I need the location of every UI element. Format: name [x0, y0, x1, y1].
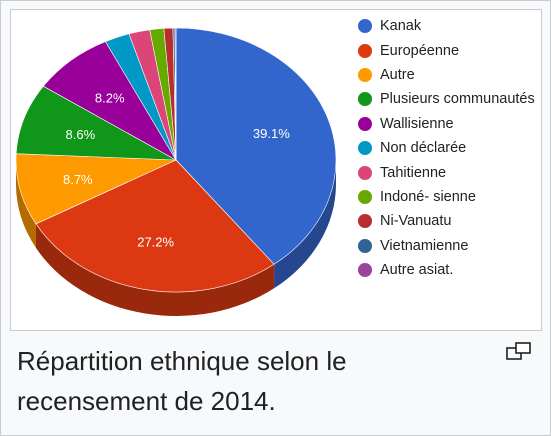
- pie-chart: 39.1% 27.2% 8.7% 8.6% 8.2%: [15, 27, 337, 316]
- legend-swatch: [358, 19, 372, 34]
- chart-frame: 39.1% 27.2% 8.7% 8.6% 8.2% Kanak Européenne Au…: [10, 9, 542, 331]
- figure-caption: Répartition ethnique selon le recensemen…: [17, 346, 347, 416]
- legend-item: Indoné- sienne: [358, 185, 535, 209]
- legend-label: Vietnamienne: [380, 237, 469, 254]
- pie-slice-autre[interactable]: [15, 153, 177, 225]
- legend-item: Européenne: [358, 38, 535, 62]
- legend-swatch: [358, 238, 372, 253]
- legend-item: Autre asiat.: [358, 258, 535, 282]
- legend-item: Vietnamienne: [358, 234, 535, 258]
- legend-swatch: [358, 116, 372, 131]
- legend-item: Wallisienne: [358, 112, 535, 136]
- legend-label: Indoné- sienne: [380, 188, 476, 205]
- legend-item: Kanak: [358, 14, 535, 38]
- enlarge-icon[interactable]: [506, 341, 532, 361]
- data-label-autre: 8.7%: [63, 172, 93, 187]
- pie-side-autre: [16, 160, 36, 248]
- legend-item: Plusieurs communautés: [358, 87, 535, 111]
- legend-label: Tahitienne: [380, 164, 447, 181]
- data-label-wallisienne: 8.2%: [95, 90, 125, 105]
- legend-swatch: [358, 67, 372, 82]
- legend-item: Non déclarée: [358, 136, 535, 160]
- legend-label: Plusieurs communautés: [380, 91, 535, 108]
- legend-swatch: [358, 214, 372, 229]
- pie-slice-europ-enne[interactable]: [35, 159, 275, 293]
- legend-swatch: [358, 189, 372, 204]
- legend-label: Non déclarée: [380, 140, 467, 157]
- legend-swatch: [358, 263, 372, 278]
- data-label-europ-enne: 27.2%: [137, 234, 174, 249]
- chart-legend: Kanak Européenne Autre Plusieurs communauté…: [358, 14, 535, 282]
- legend-label: Wallisienne: [380, 115, 454, 132]
- legend-item: Autre: [358, 63, 535, 87]
- pie-side-europ-enne: [35, 223, 275, 316]
- legend-swatch: [358, 165, 372, 180]
- pie-side-kanak: [274, 160, 336, 289]
- data-label-kanak: 39.1%: [253, 126, 290, 141]
- legend-label: Européenne: [380, 42, 460, 59]
- legend-item: Tahitienne: [358, 160, 535, 184]
- pie-slice-autre-asiat-[interactable]: [174, 27, 177, 161]
- legend-swatch: [358, 92, 372, 107]
- legend-label: Ni-Vanuatu: [380, 213, 452, 230]
- pie-slice-plusieurs-communaut-s[interactable]: [15, 85, 177, 161]
- legend-swatch: [358, 141, 372, 156]
- legend-label: Autre asiat.: [380, 262, 454, 279]
- legend-label: Autre: [380, 66, 415, 83]
- legend-swatch: [358, 43, 372, 58]
- pie-slice-kanak[interactable]: [175, 27, 337, 265]
- legend-item: Ni-Vanuatu: [358, 209, 535, 233]
- legend-label: Kanak: [380, 18, 422, 35]
- data-label-plusieurs-communaut-s: 8.6%: [66, 127, 96, 142]
